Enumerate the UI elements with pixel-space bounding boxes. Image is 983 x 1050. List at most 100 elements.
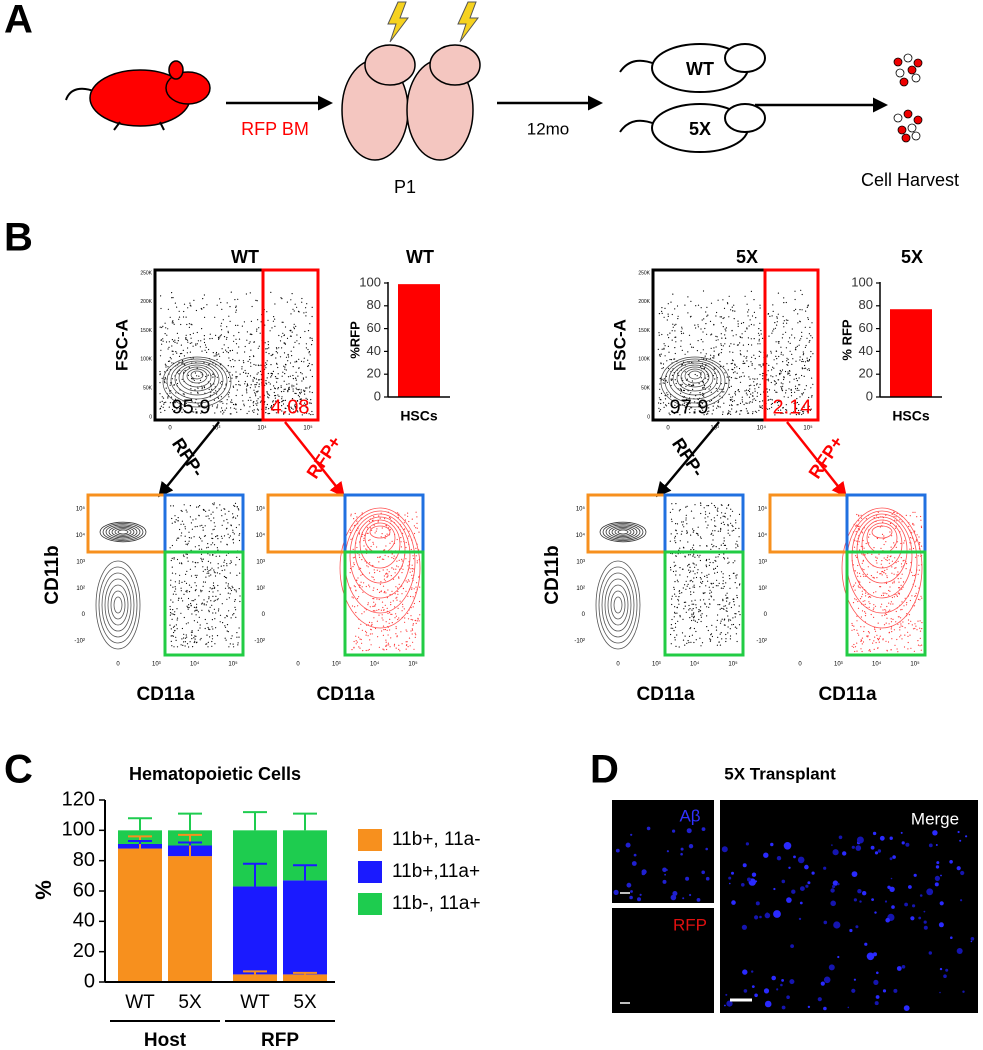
- event-dot: [258, 386, 260, 388]
- event-dot: [717, 353, 720, 356]
- event-dot: [197, 391, 199, 393]
- event-dot: [178, 537, 180, 539]
- event-dot: [176, 628, 178, 630]
- event-dot: [415, 634, 417, 636]
- event-dot: [380, 609, 382, 611]
- event-dot: [692, 531, 694, 533]
- event-dot: [238, 627, 240, 629]
- event-dot: [390, 601, 392, 603]
- fluorescence-spot: [728, 876, 732, 880]
- event-dot: [684, 635, 686, 637]
- contour: [598, 566, 638, 644]
- fluorescence-spot: [759, 915, 762, 919]
- event-dot: [901, 608, 903, 611]
- event-dot: [200, 637, 202, 640]
- event-dot: [704, 592, 706, 594]
- contour: [162, 356, 232, 408]
- event-dot: [215, 351, 218, 354]
- event-dot: [254, 393, 257, 395]
- event-dot: [793, 310, 795, 312]
- event-dot: [683, 608, 685, 610]
- event-dot: [172, 601, 174, 603]
- event-dot: [862, 600, 864, 602]
- event-dot: [742, 360, 745, 362]
- event-dot: [299, 408, 301, 410]
- event-dot: [191, 528, 193, 530]
- fluorescence-spot: [889, 857, 893, 861]
- event-dot: [886, 576, 888, 579]
- event-dot: [226, 598, 228, 600]
- event-dot: [730, 396, 732, 398]
- event-dot: [187, 560, 189, 562]
- event-dot: [180, 402, 183, 405]
- fluorescence-spot: [874, 851, 879, 855]
- event-dot: [683, 526, 685, 528]
- event-dot: [211, 635, 213, 637]
- event-dot: [353, 562, 355, 564]
- event-dot: [293, 326, 295, 328]
- event-dot: [743, 375, 745, 377]
- event-dot: [760, 329, 762, 332]
- event-dot: [350, 587, 352, 589]
- event-dot: [709, 640, 712, 642]
- event-dot: [373, 598, 375, 600]
- event-dot: [727, 557, 729, 559]
- event-dot: [182, 393, 184, 395]
- event-dot: [752, 399, 754, 401]
- event-dot: [219, 504, 221, 506]
- axis-label: CD11b: [42, 545, 63, 604]
- event-dot: [861, 596, 863, 598]
- fluorescence-spot: [831, 844, 833, 846]
- event-dot: [383, 578, 385, 580]
- event-dot: [283, 342, 285, 344]
- event-dot: [397, 587, 399, 589]
- event-dot: [197, 340, 199, 342]
- event-dot: [187, 341, 189, 343]
- event-dot: [896, 648, 898, 650]
- event-dot: [854, 589, 856, 591]
- event-dot: [876, 515, 878, 517]
- event-dot: [223, 575, 225, 578]
- event-dot: [782, 407, 784, 409]
- event-dot: [722, 607, 724, 610]
- event-dot: [230, 366, 232, 368]
- event-dot: [233, 340, 235, 342]
- event-dot: [282, 400, 284, 402]
- event-dot: [215, 536, 217, 538]
- event-dot: [682, 618, 684, 621]
- panel-label: B: [4, 216, 33, 260]
- event-dot: [796, 401, 799, 404]
- event-dot: [228, 597, 230, 599]
- fluorescence-spot: [639, 893, 642, 896]
- event-dot: [685, 580, 687, 582]
- event-dot: [214, 572, 216, 574]
- event-dot: [710, 634, 712, 636]
- event-dot: [225, 577, 228, 579]
- event-dot: [681, 326, 683, 328]
- event-dot: [244, 369, 246, 372]
- event-dot: [725, 330, 727, 332]
- event-dot: [808, 341, 810, 343]
- event-dot: [272, 401, 274, 403]
- event-dot: [305, 397, 307, 399]
- event-dot: [745, 389, 748, 391]
- event-dot: [680, 340, 682, 342]
- error-bar: [293, 971, 317, 975]
- error-bar: [128, 839, 152, 844]
- flow-plot: [841, 507, 923, 653]
- event-dot: [254, 392, 256, 394]
- fluorescence-spot: [781, 1005, 786, 1010]
- event-dot: [801, 309, 803, 311]
- event-dot: [253, 401, 255, 403]
- fluorescence-spot: [726, 1000, 733, 1007]
- event-dot: [747, 412, 750, 414]
- event-dot: [893, 596, 896, 598]
- fluorescence-spot: [884, 900, 888, 903]
- event-dot: [235, 376, 237, 378]
- event-dot: [283, 399, 285, 402]
- event-dot: [694, 401, 696, 403]
- event-dot: [662, 382, 664, 384]
- event-dot: [702, 581, 704, 583]
- event-dot: [363, 582, 365, 584]
- event-dot: [811, 396, 813, 398]
